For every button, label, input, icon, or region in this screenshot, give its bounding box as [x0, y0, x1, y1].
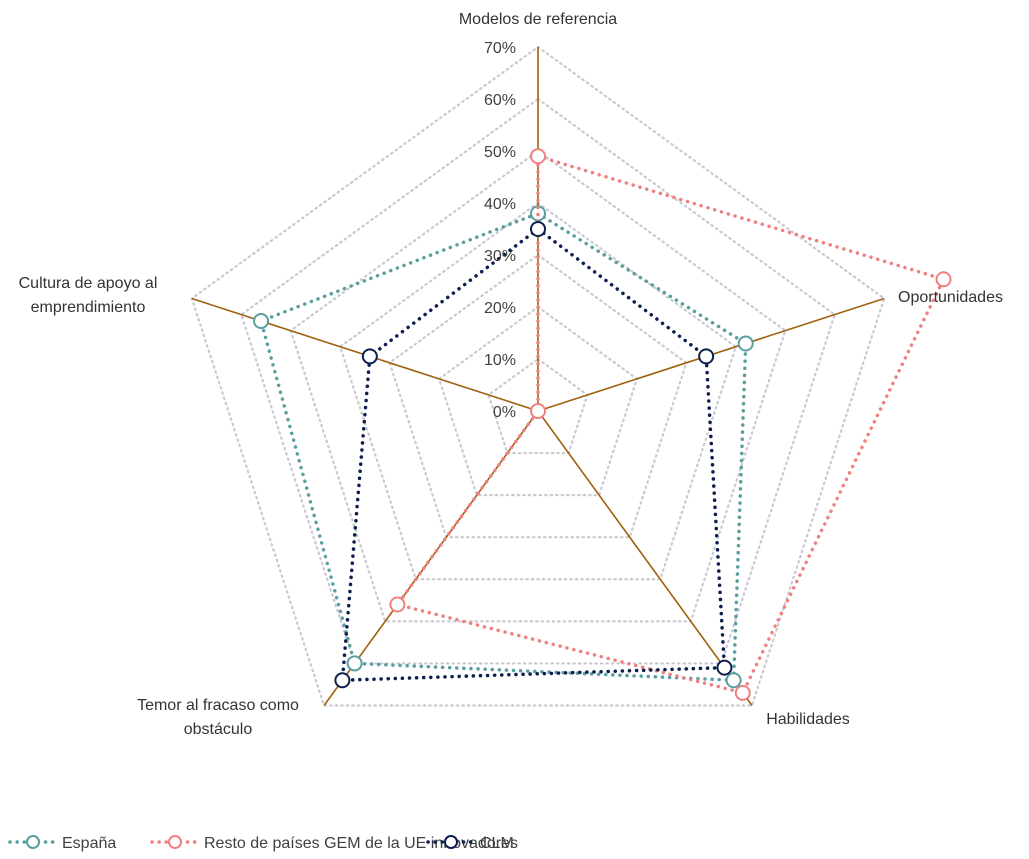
category-labels: Modelos de referencia Oportunidades Habili…	[19, 11, 1003, 738]
chart-grid	[190, 45, 886, 707]
legend-label: CLM	[480, 835, 514, 852]
series-1	[389, 148, 952, 701]
radial-tick-labels: 0% 10% 20% 30% 40% 50% 60% 70%	[484, 40, 516, 421]
category-label: Habilidades	[766, 711, 850, 728]
data-point	[389, 596, 406, 613]
tick-label: 30%	[484, 248, 516, 265]
legend-swatch-marker	[444, 835, 458, 849]
category-label: Temor al fracaso como obstáculo	[137, 697, 299, 738]
grid-ring	[388, 253, 688, 539]
chart-legend: España Resto de países GEM de la UE innov…	[8, 835, 518, 852]
chart-series	[253, 148, 952, 701]
legend-label: Resto de países GEM de la UE innovadores	[204, 835, 518, 852]
legend-swatch-marker	[168, 835, 182, 849]
tick-label: 20%	[484, 300, 516, 317]
category-label: Cultura de apoyo al emprendimiento	[19, 275, 158, 316]
tick-label: 50%	[484, 144, 516, 161]
data-point	[334, 672, 351, 689]
legend-item: CLM	[426, 835, 514, 852]
category-label: Modelos de referencia	[459, 11, 617, 28]
grid-ring	[239, 97, 837, 665]
tick-label: 10%	[484, 352, 516, 369]
grid-ring	[289, 149, 787, 623]
data-point	[530, 148, 546, 165]
data-point	[716, 659, 733, 676]
tick-label: 70%	[484, 40, 516, 57]
grid-ring	[338, 201, 738, 581]
legend-label: España	[62, 835, 116, 852]
data-point	[725, 672, 742, 689]
data-point	[530, 221, 546, 237]
grid-ring	[190, 45, 886, 707]
grid-ring	[487, 357, 589, 455]
tick-label: 40%	[484, 196, 516, 213]
data-point	[346, 655, 363, 672]
data-point	[361, 348, 378, 365]
axis-line	[537, 410, 753, 706]
legend-item: España	[8, 835, 116, 852]
series-2	[334, 221, 733, 689]
data-point	[935, 271, 952, 288]
tick-label: 0%	[493, 404, 516, 421]
series-line	[258, 211, 748, 683]
data-point	[734, 684, 751, 701]
category-label: Oportunidades	[898, 289, 1003, 306]
series-line	[394, 153, 946, 695]
data-point	[530, 403, 546, 419]
legend-swatch-marker	[26, 835, 40, 849]
data-point	[737, 335, 754, 352]
series-line	[340, 226, 727, 683]
series-0	[253, 205, 754, 689]
data-point	[253, 313, 270, 330]
data-point	[698, 348, 715, 365]
tick-label: 60%	[484, 92, 516, 109]
legend-item: Resto de países GEM de la UE innovadores	[150, 835, 518, 852]
